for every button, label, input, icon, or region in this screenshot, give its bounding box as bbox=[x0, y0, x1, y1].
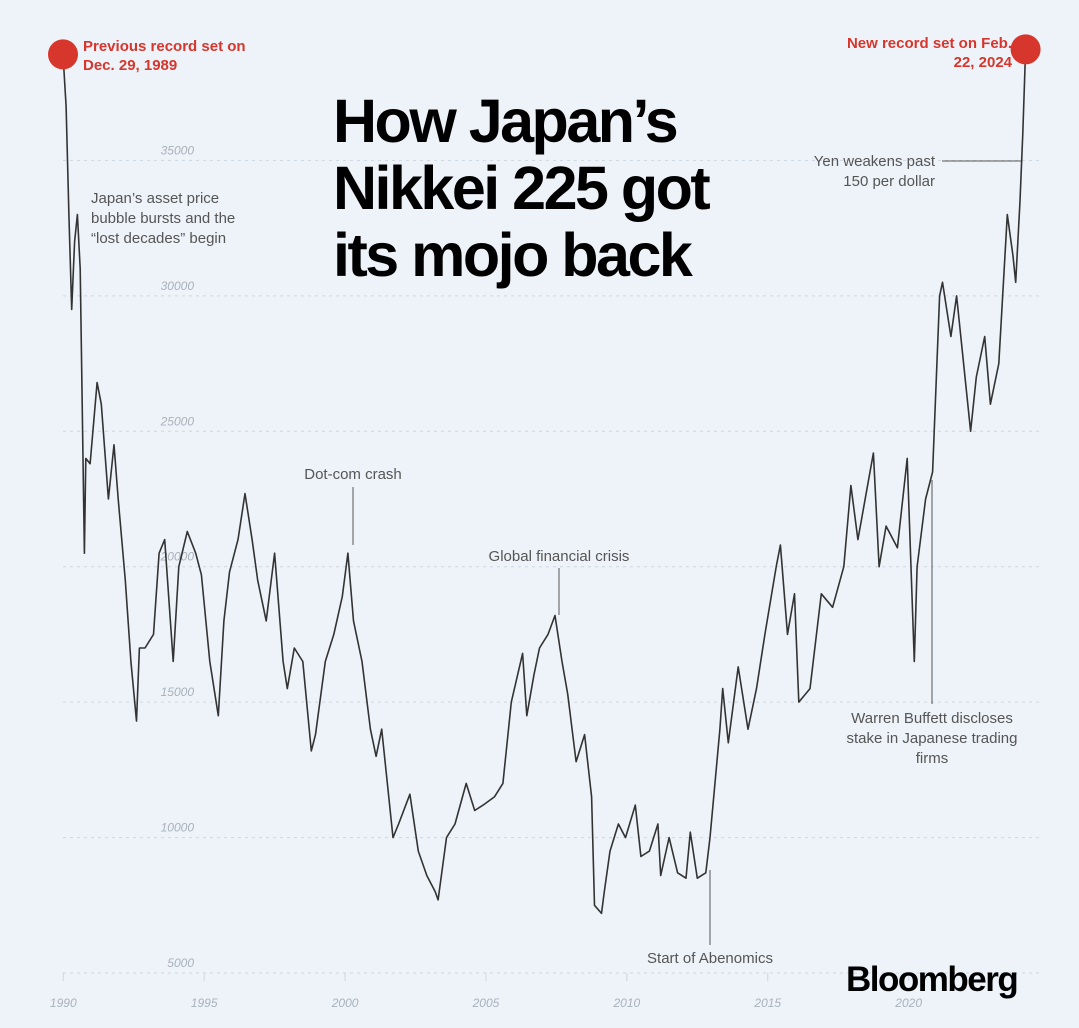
x-tick-label: 1990 bbox=[50, 996, 77, 1010]
annotation: Start of Abenomics bbox=[647, 950, 773, 967]
annotation: Yen weakens past 150 per dollar bbox=[813, 153, 935, 190]
logo: Bloomberg bbox=[846, 960, 1019, 999]
x-tick-label: 2000 bbox=[331, 996, 359, 1010]
y-tick-label: 30000 bbox=[161, 279, 195, 293]
x-tick-label: 2015 bbox=[753, 996, 781, 1010]
index-line bbox=[62, 49, 1027, 915]
annotation: Previous record set on Dec. 29, 1989 bbox=[83, 38, 246, 74]
x-tick-label: 2010 bbox=[613, 996, 641, 1010]
leader-lines bbox=[352, 160, 1022, 945]
y-tick-label: 5000 bbox=[167, 956, 194, 970]
record-marker bbox=[1010, 34, 1041, 65]
annotation: Warren Buffett discloses stake in Japane… bbox=[846, 710, 1018, 767]
annotation: Japan’s asset price bubble bursts and th… bbox=[91, 190, 236, 247]
y-tick-label: 10000 bbox=[161, 821, 195, 835]
x-tick-label: 2020 bbox=[894, 996, 922, 1010]
y-tick-label: 25000 bbox=[160, 414, 195, 428]
record-marker bbox=[48, 39, 78, 70]
annotation: New record set on Feb. 22, 2024 bbox=[846, 35, 1012, 71]
annotation: Dot-com crash bbox=[304, 466, 402, 483]
y-tick-label: 20000 bbox=[160, 550, 195, 564]
y-tick-label: 35000 bbox=[161, 143, 195, 157]
chart-title: How Japan’s Nikkei 225 got its mojo back bbox=[333, 87, 711, 289]
x-tick-label: 1995 bbox=[191, 996, 218, 1010]
x-tick-label: 2005 bbox=[472, 996, 500, 1010]
annotation: Global financial crisis bbox=[488, 548, 630, 565]
y-tick-label: 15000 bbox=[161, 685, 195, 699]
